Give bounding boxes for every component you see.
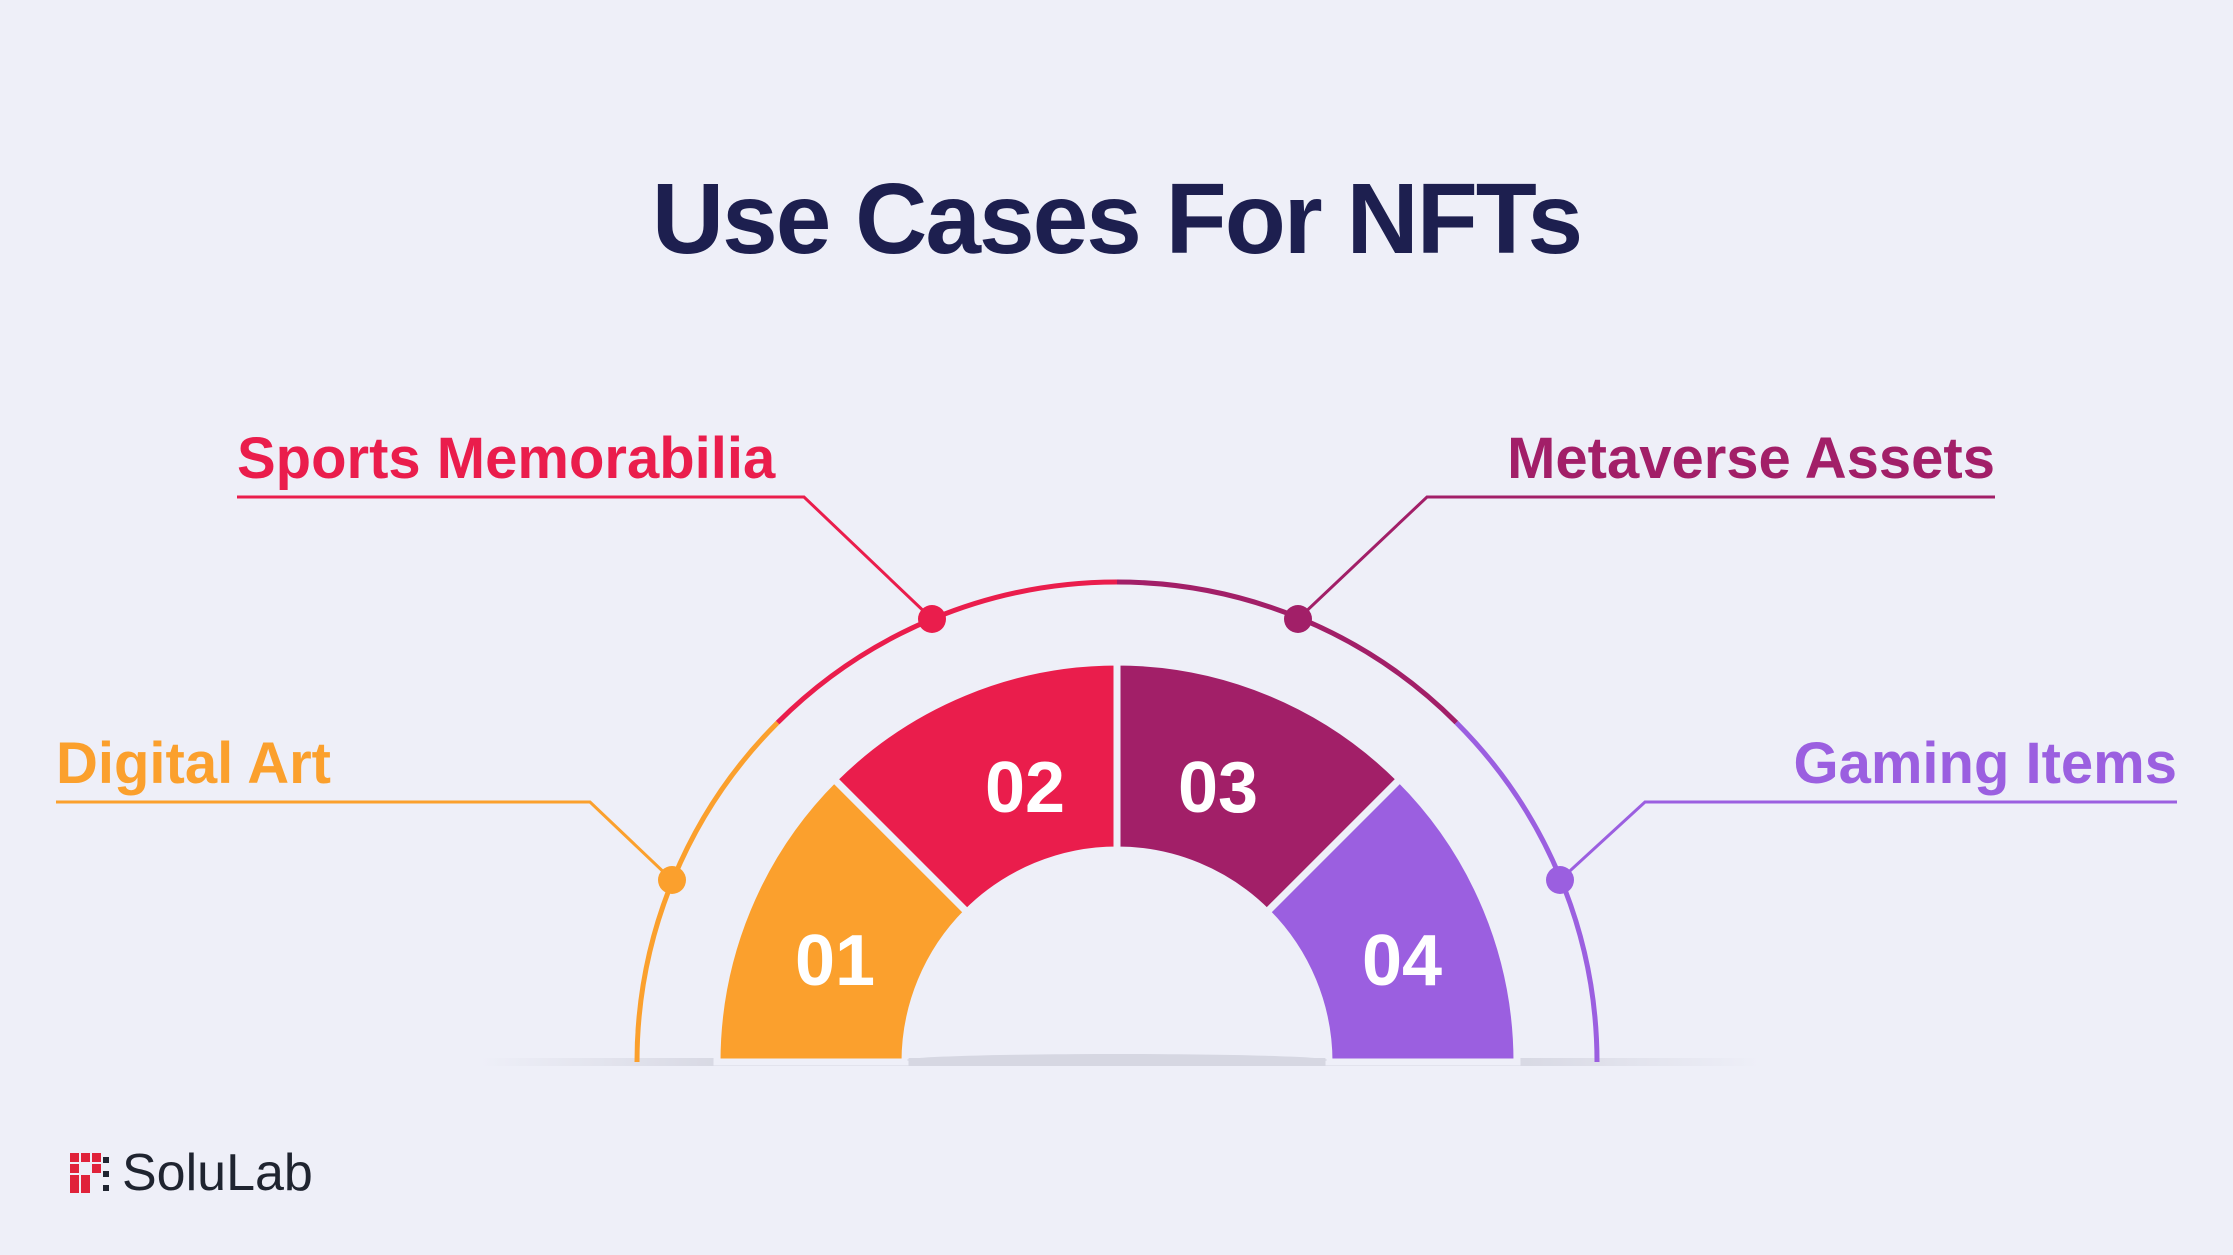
marker-dot-digital-art [658, 866, 686, 894]
label-sports-memorabilia: Sports Memorabilia [237, 426, 776, 491]
marker-dot-metaverse-assets [1284, 605, 1312, 633]
segment-04 [1261, 774, 1521, 1066]
connector-sports-memorabilia [237, 495, 934, 621]
connector-digital-art [56, 800, 674, 882]
solulab-logo-icon [70, 1153, 109, 1193]
label-gaming-items: Gaming Items [1793, 731, 2177, 796]
brand-name: SoluLab [122, 1144, 313, 1202]
label-metaverse-assets: Metaverse Assets [1507, 426, 1995, 491]
page-title: Use Cases For NFTs [651, 163, 1583, 275]
segment-02 [829, 658, 1121, 918]
connector-metaverse-assets [1296, 495, 1995, 621]
marker-dot-gaming-items [1546, 866, 1574, 894]
segment-number-04: 04 [1362, 921, 1442, 1001]
brand: SoluLab [70, 1143, 313, 1203]
connector-gaming-items [1558, 800, 2177, 882]
inner-shadow [907, 1054, 1327, 1066]
marker-dot-sports-memorabilia [918, 605, 946, 633]
segment-number-01: 01 [795, 921, 875, 1001]
segment-number-03: 03 [1178, 748, 1258, 828]
segment-number-02: 02 [985, 748, 1065, 828]
label-digital-art: Digital Art [56, 731, 331, 796]
